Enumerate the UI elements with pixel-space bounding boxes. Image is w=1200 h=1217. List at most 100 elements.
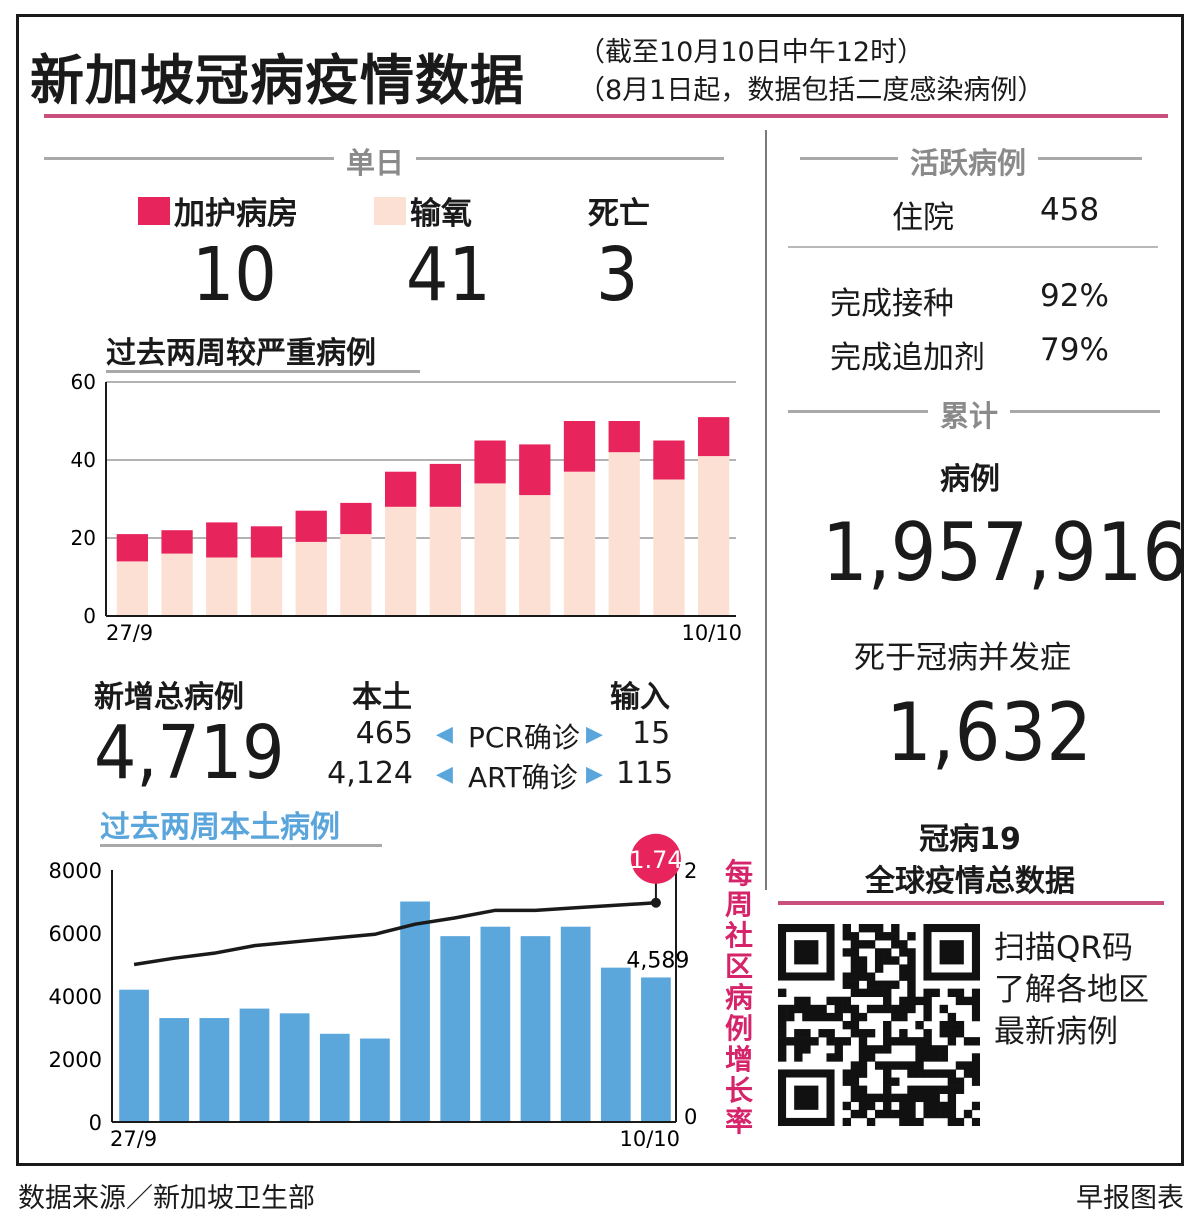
qr-module — [842, 1020, 852, 1030]
qr-module — [923, 1085, 932, 1094]
qr-module — [874, 988, 884, 998]
qr-module — [826, 1053, 835, 1062]
global-rule — [778, 901, 1164, 905]
active-divider — [788, 246, 1158, 248]
qr-module — [842, 1037, 852, 1046]
qr-module — [947, 1101, 957, 1111]
local-label: 本土 — [352, 680, 412, 715]
qr-module — [842, 948, 852, 957]
art-local-value: 4,124 — [327, 756, 413, 791]
qr-module — [842, 1101, 852, 1111]
infographic-frame — [16, 14, 1184, 1166]
oxygen-bar — [519, 495, 551, 616]
icu-bar — [250, 526, 283, 558]
qr-module — [794, 1045, 803, 1054]
qr-module — [786, 1037, 795, 1046]
qr-module — [907, 1101, 916, 1111]
qr-module — [866, 988, 876, 998]
qr-module — [866, 980, 876, 989]
qr-module — [931, 988, 940, 998]
qr-module — [963, 996, 973, 1006]
pcr-local-value: 465 — [355, 716, 413, 751]
qr-module — [802, 1029, 811, 1038]
qr-module — [891, 1109, 900, 1119]
qr-module — [866, 1093, 876, 1103]
qr-module — [923, 1093, 932, 1103]
qr-module — [899, 972, 908, 981]
qr-module — [971, 1077, 980, 1086]
qr-module — [883, 1004, 892, 1014]
hospital-value: 458 — [1040, 192, 1100, 228]
local-case-bar — [119, 989, 149, 1122]
qr-module — [899, 964, 908, 973]
qr-module — [794, 1004, 803, 1014]
qr-code-icon[interactable] — [778, 924, 980, 1126]
qr-module — [834, 1053, 843, 1062]
qr-module — [891, 1004, 900, 1014]
qr-module — [915, 1093, 924, 1103]
qr-module — [834, 1004, 843, 1014]
icu-bar — [295, 510, 327, 542]
booster-value: 79% — [1040, 332, 1109, 368]
qr-module — [971, 988, 980, 998]
qr-module — [915, 1020, 924, 1030]
qr-module — [883, 1109, 892, 1119]
qr-module — [899, 1117, 908, 1126]
qr-module — [850, 1012, 860, 1022]
qr-module — [939, 1085, 948, 1094]
qr-module — [858, 1061, 868, 1070]
qr-module — [947, 1117, 957, 1126]
qr-module — [931, 1085, 940, 1094]
qr-module — [866, 1004, 876, 1014]
qr-module — [891, 924, 900, 933]
qr-module — [874, 932, 884, 941]
oxygen-bar — [250, 557, 283, 616]
oxygen-bar — [608, 452, 640, 616]
qr-module — [947, 1037, 957, 1046]
qr-module — [850, 1061, 860, 1070]
local-case-bar — [360, 1038, 390, 1122]
qr-module — [866, 924, 876, 933]
growth-rate-line — [133, 901, 657, 967]
qr-finder-core — [794, 940, 819, 965]
local-cases-chart: 0 2000 4000 6000 8000 2 0 4,589 27/9 10/10 1.74 — [49, 833, 697, 1151]
vaccinated-label: 完成接种 — [830, 286, 954, 322]
qr-module — [971, 1004, 980, 1014]
qr-module — [947, 1109, 957, 1119]
qr-module — [883, 1077, 892, 1086]
qr-module — [794, 996, 803, 1006]
subtitle-note: （8月1日起，数据包括二度感染病例） — [578, 75, 1045, 106]
icu-bar — [608, 421, 640, 453]
y2-tick-label: 0 — [684, 1105, 697, 1129]
qr-module — [874, 1004, 884, 1014]
art-imported-value: 115 — [616, 756, 674, 791]
qr-module — [858, 1037, 868, 1046]
oxygen-bar — [697, 456, 730, 616]
icu-bar — [429, 463, 462, 507]
y-tick-label: 20 — [71, 526, 96, 550]
qr-module — [866, 972, 876, 981]
new-total-value: 4,719 — [94, 710, 285, 796]
qr-module — [971, 1061, 980, 1070]
x-start-label: 27/9 — [110, 1127, 157, 1151]
qr-module — [939, 1053, 948, 1062]
qr-module — [883, 956, 892, 965]
death-legend: 死亡 — [588, 188, 650, 233]
qr-module — [899, 1101, 908, 1111]
qr-module — [850, 940, 860, 949]
column-divider — [765, 130, 767, 890]
qr-module — [891, 1093, 900, 1103]
qr-module — [939, 1029, 948, 1038]
qr-module — [842, 980, 852, 989]
qr-module — [850, 964, 860, 973]
local-case-bar — [560, 926, 591, 1122]
qr-module — [883, 948, 892, 957]
qr-module — [842, 996, 852, 1006]
graphic-credit: 早报图表 — [1076, 1183, 1184, 1214]
qr-module — [923, 988, 932, 998]
qr-module — [818, 1004, 827, 1014]
qr-module — [971, 1012, 980, 1022]
qr-module — [907, 996, 916, 1006]
qr-module — [778, 1029, 787, 1038]
qr-module — [883, 988, 892, 998]
